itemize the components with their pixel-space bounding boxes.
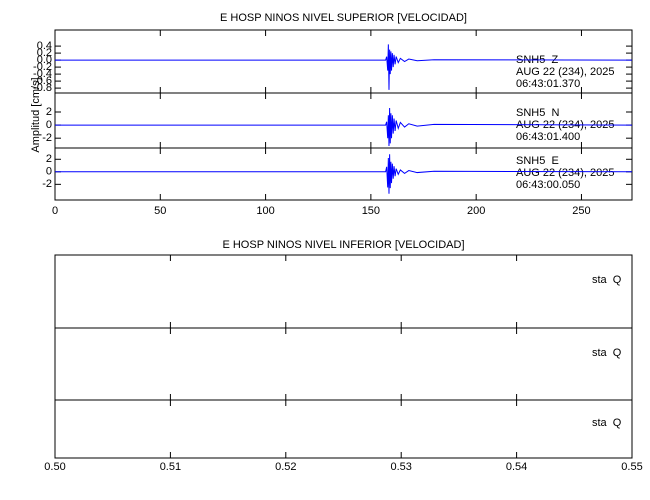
trace-station: sta Q [592,274,622,286]
x-tick-label: 200 [467,205,485,217]
y-tick-label: 0.4 [37,40,52,52]
y-tick-label: -0.8 [33,82,52,94]
trace-station: sta Q [592,417,622,429]
y-tick-label: 0.0 [37,54,52,66]
y-tick-label: 2 [46,153,52,165]
y-tick-label: 0.2 [37,47,52,59]
y-tick-label: -2 [42,132,52,144]
x-tick-label: 0.54 [506,461,527,473]
waveform [55,154,633,194]
x-tick-label: 0.51 [160,461,181,473]
x-tick-label: 150 [362,205,380,217]
x-tick-label: 0.55 [621,461,642,473]
trace-time: 06:43:01.370 [516,78,580,90]
y-tick-label: 0 [46,119,52,131]
panel-title: E HOSP NINOS NIVEL INFERIOR [VELOCIDAD] [222,239,464,251]
trace-station: SNH5 N [516,107,559,119]
trace-date: AUG 22 (234), 2025 [516,167,614,179]
trace-date: AUG 22 (234), 2025 [516,66,614,78]
y-tick-label: -0.2 [33,61,52,73]
waveform [55,108,633,147]
x-tick-label: 250 [572,205,590,217]
trace-station: SNH5 E [516,155,559,167]
trace-time: 06:43:00.050 [516,179,580,191]
y-tick-label: -0.4 [33,68,52,80]
x-tick-label: 0 [52,205,58,217]
y-tick-label: -2 [42,178,52,190]
x-tick-label: 0.50 [44,461,65,473]
plot-frame [54,29,633,201]
trace-station: sta Q [592,347,622,359]
plot-frame [54,254,633,459]
y-tick-label: 0 [46,166,52,178]
x-tick-label: 0.52 [275,461,296,473]
x-tick-label: 0.53 [390,461,411,473]
x-tick-label: 100 [256,205,274,217]
y-tick-label: 2 [46,106,52,118]
x-tick-label: 50 [154,205,166,217]
y-tick-label: -0.6 [33,75,52,87]
waveform [55,44,633,90]
panel-title: E HOSP NINOS NIVEL SUPERIOR [VELOCIDAD] [220,12,467,24]
y-axis-label: Amplitud [cm/s] [30,77,42,152]
trace-time: 06:43:01.400 [516,131,580,143]
